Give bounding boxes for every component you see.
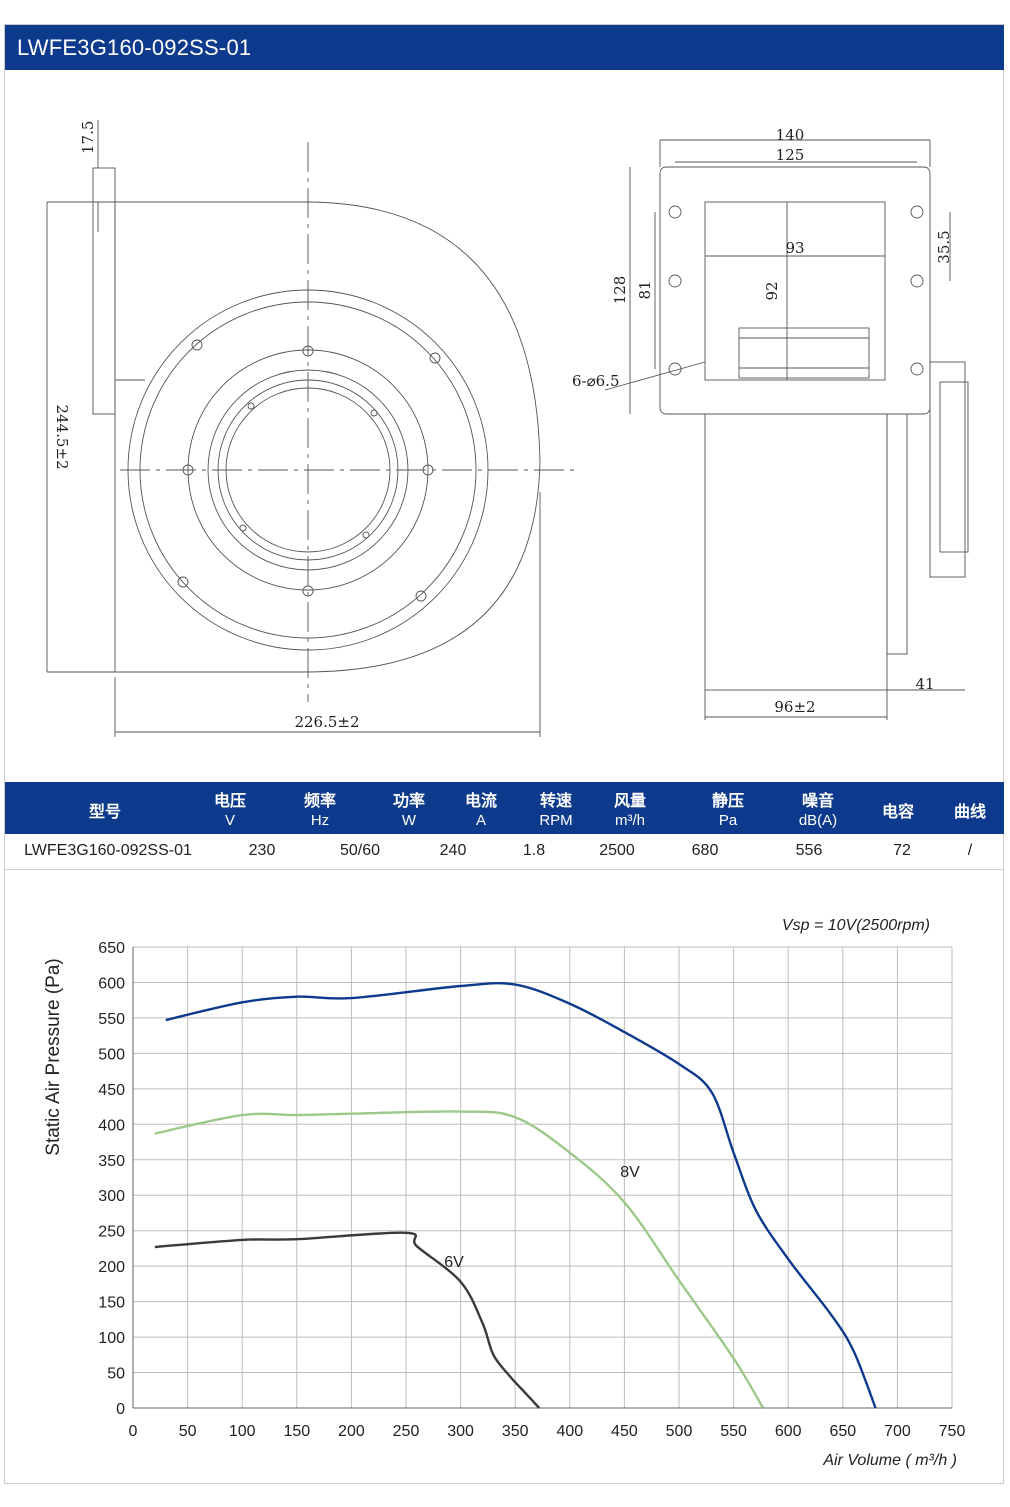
x-tick-label: 0	[129, 1423, 138, 1440]
chart-grid	[132, 946, 953, 1409]
dim-81: 81	[636, 280, 654, 299]
x-tick-label: 400	[556, 1423, 583, 1440]
dim-125: 125	[776, 146, 805, 164]
x-tick-label: 450	[611, 1423, 638, 1440]
chart-annotation: Vsp = 10V(2500rpm)	[782, 917, 930, 934]
cell-noise: 72	[893, 842, 911, 859]
dim-140: 140	[776, 126, 805, 144]
y-tick-label: 600	[98, 975, 125, 992]
y-tick-label: 250	[98, 1224, 125, 1241]
dim-93: 93	[785, 239, 804, 257]
x-tick-label: 500	[666, 1423, 693, 1440]
dim-holes: 6-⌀6.5	[572, 372, 620, 390]
dim-92: 92	[763, 281, 781, 300]
y-tick-label: 450	[98, 1082, 125, 1099]
x-tick-label: 350	[502, 1423, 529, 1440]
header-curve: 曲线	[953, 804, 986, 821]
page-frame	[4, 24, 1004, 1484]
side-opening	[704, 201, 886, 381]
side-hole	[910, 362, 924, 376]
y-tick-label: 100	[98, 1330, 125, 1347]
side-hole	[910, 274, 924, 288]
spec-header: 型号 电压 V 频率 Hz 功率 W 电流 A 转速 RPM 风量 m³/h 静压 Pa 噪音…	[5, 782, 1004, 834]
cell-airflow: 680	[691, 842, 719, 859]
dim-96: 96±2	[774, 698, 815, 716]
dim-244-5: 244.5±2	[53, 404, 71, 469]
y-axis-label: Static Air Pressure (Pa)	[43, 958, 64, 1155]
x-tick-label: 600	[775, 1423, 802, 1440]
y-tick-label: 550	[98, 1011, 125, 1028]
series-label: 8V	[620, 1164, 640, 1181]
x-tick-label: 650	[829, 1423, 856, 1440]
side-hole	[668, 274, 682, 288]
x-tick-label: 700	[884, 1423, 911, 1440]
header-noise: 噪音 dB(A)	[798, 793, 838, 829]
x-tick-label: 150	[283, 1423, 310, 1440]
dim-17-5: 17.5	[79, 121, 97, 154]
side-hole	[910, 205, 924, 219]
technical-drawing: 17.5 244.5±2 226.5±2 140 125 93 92 35.5 …	[5, 72, 1004, 782]
series-label: 6V	[444, 1254, 464, 1271]
cell-speed: 2500	[599, 842, 635, 859]
dim-35-5: 35.5	[935, 230, 953, 263]
header-speed: 转速 RPM	[539, 793, 573, 829]
side-body	[704, 413, 888, 691]
drawing-svg: 17.5 244.5±2 226.5±2 140 125 93 92 35.5 …	[46, 120, 969, 737]
x-tick-label: 100	[229, 1423, 256, 1440]
y-tick-label: 0	[116, 1401, 125, 1418]
hole	[415, 590, 427, 602]
hole	[191, 339, 203, 351]
x-tick-label: 250	[393, 1423, 420, 1440]
dim-128: 128	[611, 276, 629, 305]
y-tick-label: 350	[98, 1153, 125, 1170]
dim-41: 41	[915, 675, 934, 693]
spec-row: LWFE3G160-092SS-01 230 50/60 240 1.8 250…	[5, 834, 1004, 870]
y-tick-label: 200	[98, 1259, 125, 1276]
x-tick-label: 50	[179, 1423, 197, 1440]
series-line-2	[154, 1231, 541, 1409]
header-voltage: 电压 V	[213, 793, 246, 829]
x-tick-label: 550	[720, 1423, 747, 1440]
dim-226-5: 226.5±2	[294, 713, 359, 731]
y-tick-label: 150	[98, 1295, 125, 1312]
header-pressure: 静压 Pa	[711, 793, 744, 829]
x-axis-label: Air Volume ( m³/h )	[822, 1452, 957, 1469]
y-tick-label: 300	[98, 1188, 125, 1205]
x-tick-label: 200	[338, 1423, 365, 1440]
y-tick-label: 400	[98, 1117, 125, 1134]
cell-model: LWFE3G160-092SS-01	[24, 842, 192, 859]
header-model: 型号	[88, 804, 121, 821]
header-airflow: 风量 m³/h	[613, 793, 646, 829]
header-capacitor: 电容	[881, 804, 914, 821]
chart-svg: Vsp = 10V(2500rpm) Static Air Pressure (…	[43, 917, 965, 1469]
model-title: LWFE3G160-092SS-01	[5, 25, 1004, 70]
side-flange	[659, 166, 931, 415]
cell-power: 240	[439, 842, 467, 859]
performance-chart: Vsp = 10V(2500rpm) Static Air Pressure (…	[5, 880, 1004, 1480]
y-tick-label: 500	[98, 1046, 125, 1063]
cell-pressure: 556	[795, 842, 823, 859]
chart-ticks: 0 50 100 150 200 250 300 350 400 450 500 550 600 650 7…	[98, 940, 965, 1440]
hole	[429, 352, 441, 364]
header-frequency: 频率 Hz	[303, 793, 336, 829]
y-tick-label: 650	[98, 940, 125, 957]
cell-frequency: 50/60	[339, 842, 381, 859]
flange	[92, 167, 116, 415]
hole	[177, 576, 189, 588]
header-current: 电流 A	[464, 793, 497, 829]
housing-outline	[114, 201, 541, 673]
side-hole	[668, 205, 682, 219]
header-power: 功率 W	[392, 793, 425, 829]
x-tick-label: 750	[939, 1423, 966, 1440]
chart-series: 8V 6V	[154, 981, 877, 1409]
x-tick-label: 300	[447, 1423, 474, 1440]
cell-voltage: 230	[248, 842, 276, 859]
cell-capacitor: /	[967, 842, 973, 859]
series-line-1	[154, 1110, 765, 1409]
series-line-0	[165, 981, 877, 1409]
y-tick-label: 50	[107, 1366, 125, 1383]
cell-current: 1.8	[522, 842, 546, 859]
